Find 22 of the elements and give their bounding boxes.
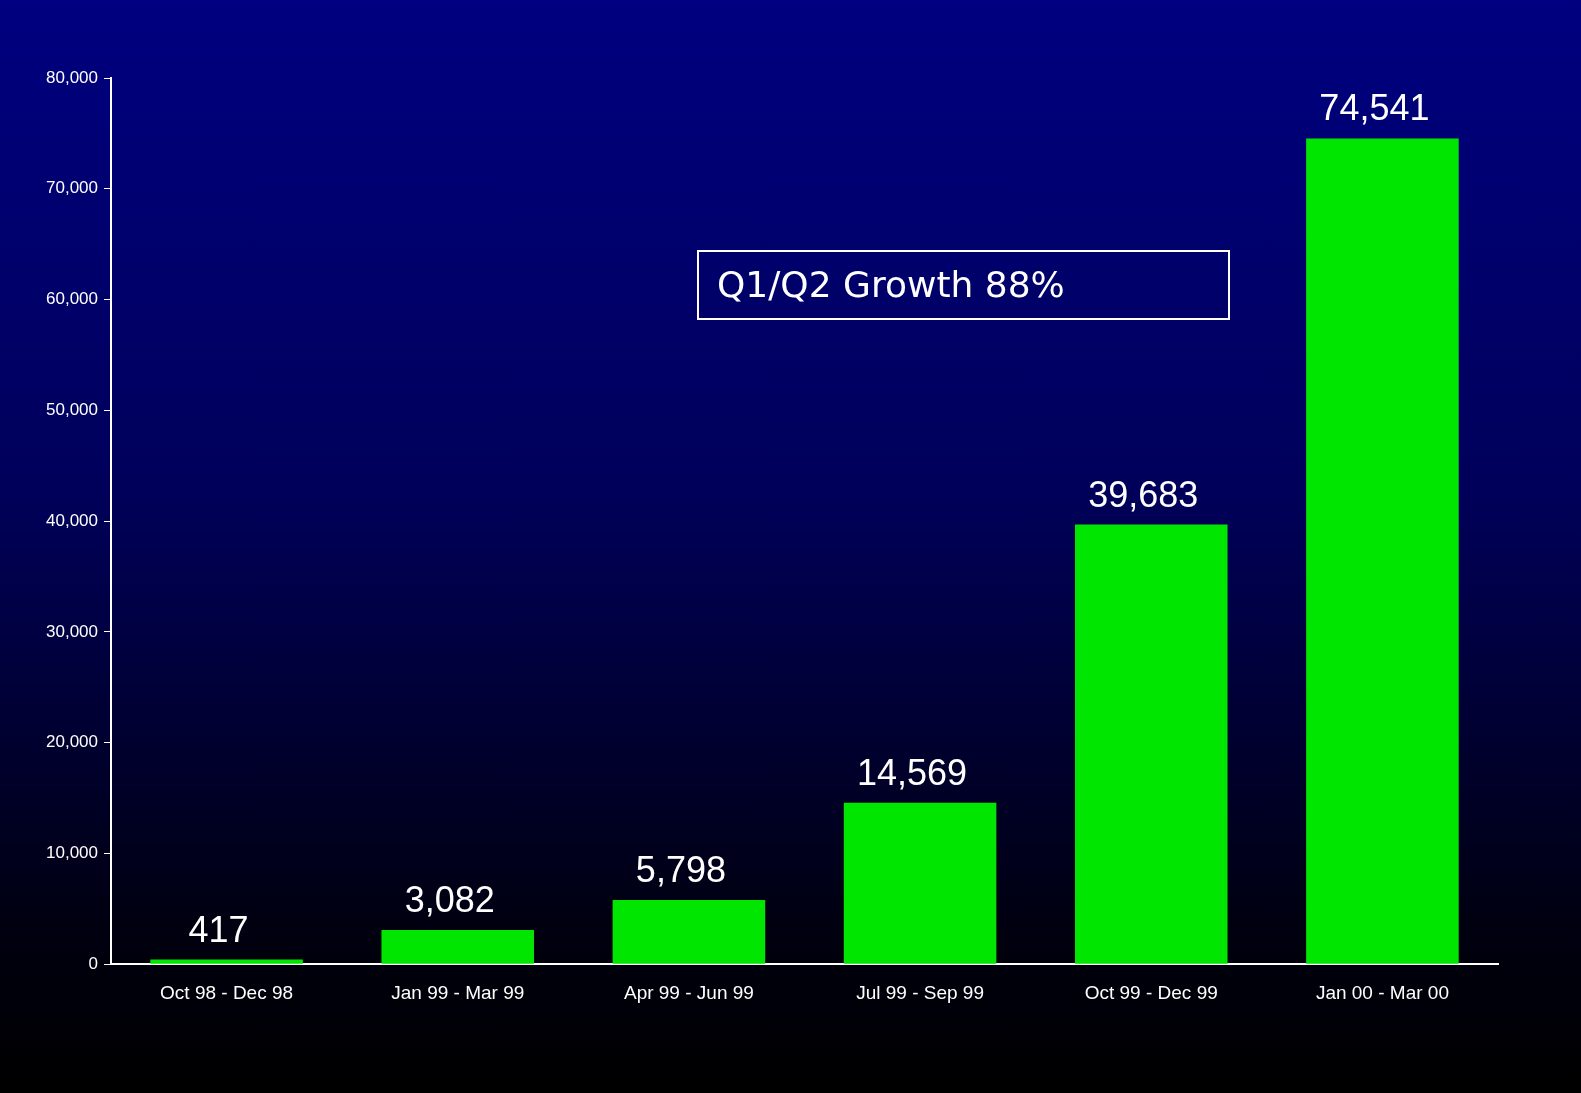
data-label: 39,683	[1088, 473, 1199, 515]
data-label: 5,798	[635, 848, 726, 890]
annotation: Q1/Q2 Growth 88%	[697, 250, 1230, 320]
y-tick-label: 80,000	[46, 67, 98, 87]
x-tick-label: Oct 98 - Dec 98	[160, 981, 294, 1003]
y-tick-label: 30,000	[46, 621, 98, 641]
y-tick-label: 60,000	[46, 289, 98, 309]
y-tick-label: 50,000	[46, 400, 98, 420]
y-tick-label: 70,000	[46, 178, 98, 198]
data-label: 3,082	[404, 878, 495, 920]
x-tick-label: Oct 99 - Dec 99	[1084, 981, 1218, 1003]
x-tick-label: Jan 99 - Mar 99	[391, 981, 525, 1003]
data-label: 74,541	[1319, 87, 1430, 129]
y-tick-label: 40,000	[46, 510, 98, 530]
y-tick-label: 10,000	[46, 843, 98, 863]
data-label: 417	[188, 908, 249, 950]
y-tick-label: 20,000	[46, 732, 98, 752]
data-label: 14,569	[857, 751, 968, 793]
x-tick-label: Apr 99 - Jun 99	[623, 981, 754, 1003]
y-tick-label: 0	[88, 953, 98, 973]
x-tick-label: Jan 00 - Mar 00	[1315, 981, 1449, 1003]
x-tick-label: Jul 99 - Sep 99	[856, 981, 984, 1003]
